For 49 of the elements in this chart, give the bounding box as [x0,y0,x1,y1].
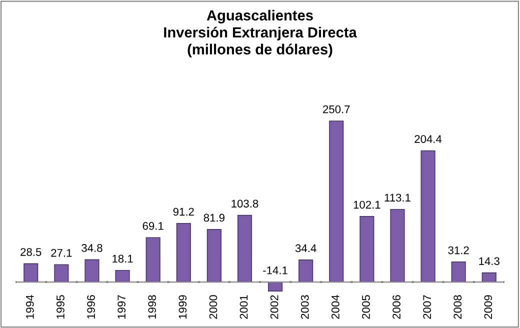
x-tick-label: 1999 [178,295,187,319]
x-tick-label: 2002 [270,295,278,319]
x-tick-label: 2005 [362,295,370,319]
bar [54,264,69,282]
data-label: 34.8 [82,244,102,252]
data-label: -14.1 [263,266,288,274]
x-tick-label: 2001 [240,295,248,319]
x-tick-label: 1994 [26,295,34,319]
x-tick-label: 2006 [392,295,400,319]
x-tick-label: 1995 [56,295,64,319]
bar [268,282,283,292]
data-label: 14.3 [479,257,500,266]
x-tick-label: 2004 [331,295,340,319]
x-tick-label: 1996 [87,295,95,319]
bar [146,237,160,282]
data-label: 250.7 [323,105,350,114]
chart-title: Aguascalientes Inversión Extranjera Directa (millones de dólares) [164,10,357,58]
bar [451,262,466,282]
bar [360,216,374,282]
bar [298,260,314,282]
data-label: 91.2 [173,208,194,216]
bar [206,228,222,282]
data-label: 69.1 [142,222,164,230]
data-label: 27.1 [51,248,72,257]
bar [176,223,191,282]
bar [420,150,436,282]
data-label: 18.1 [112,254,133,263]
bar [24,263,38,282]
bar [84,259,100,282]
data-label: 31.2 [448,246,469,254]
x-tick-label: 2003 [300,295,309,319]
x-tick-label: 2008 [454,295,462,319]
bar [237,214,252,282]
data-label: 28.5 [20,248,42,256]
x-tick-label: 2009 [484,295,492,319]
x-tick-label: 2000 [209,295,218,319]
data-label: 34.4 [295,244,316,252]
bar [115,270,130,282]
x-tick-label: 1998 [148,295,156,319]
data-label: 204.4 [414,135,442,143]
bar [329,120,344,282]
bar [482,272,496,282]
data-label: 81.9 [204,214,224,222]
data-label: 113.1 [384,194,410,202]
bar [390,208,405,282]
x-tick-label: 2007 [423,295,432,319]
data-label: 103.8 [232,200,258,208]
x-tick-label: 1997 [118,295,126,319]
data-label: 102.1 [354,200,380,209]
